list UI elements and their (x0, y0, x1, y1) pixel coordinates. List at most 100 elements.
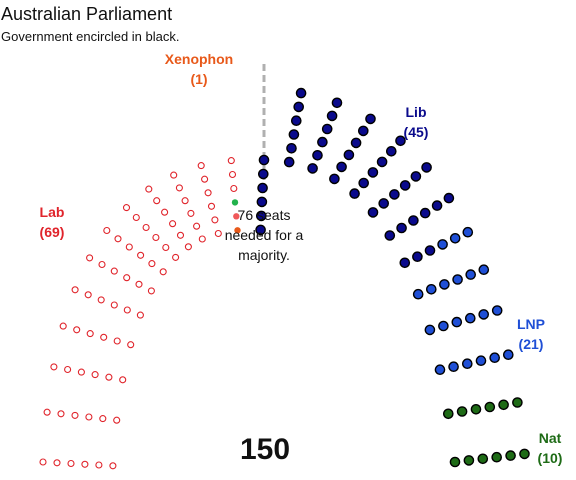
seat-lib (326, 110, 338, 122)
seat-lab (123, 306, 131, 314)
seat-lab (67, 459, 75, 468)
seat-lnp (478, 264, 490, 276)
party-seats-xenophon: (1) (190, 71, 208, 87)
seat-nat (519, 448, 530, 460)
party-seats-lab: (69) (39, 224, 65, 240)
seat-nat (442, 408, 454, 420)
seat-lab (95, 461, 103, 469)
seat-lab (198, 235, 206, 243)
seat-lib (312, 149, 323, 161)
chart-title: Australian Parliament (1, 4, 173, 24)
seat-lib (286, 142, 297, 154)
seat-green (231, 199, 239, 206)
seat-lab (169, 220, 177, 228)
seat-nat (505, 450, 516, 461)
seat-lab (64, 365, 72, 374)
seat-lab (137, 251, 145, 259)
seat-lab (181, 197, 189, 205)
seat-lnp (475, 355, 487, 367)
seat-lab (184, 243, 192, 251)
seat-nat (463, 455, 475, 466)
seat-lab (147, 287, 155, 295)
seat-lib (357, 125, 369, 137)
seat-lib (376, 156, 388, 168)
seat-lib (431, 200, 443, 211)
seat-lib (396, 222, 407, 234)
seat-lib (255, 224, 266, 236)
seat-lab (57, 410, 65, 418)
seat-lab (175, 184, 183, 192)
party-label-lab: Lab (69) (32, 202, 72, 242)
seat-lnp (502, 349, 514, 361)
seat-lib (367, 167, 379, 178)
seat-lnp (489, 352, 501, 364)
seat-lab (119, 376, 127, 384)
seat-lab (161, 208, 169, 216)
seat-lnp (449, 232, 461, 244)
seat-lib (317, 136, 328, 148)
seat-lnp (451, 316, 463, 328)
seat-lab (162, 243, 170, 252)
party-name-xenophon: Xenophon (164, 51, 234, 67)
seat-lab (99, 415, 107, 423)
seat-lib (358, 177, 370, 189)
seat-lib (410, 171, 422, 182)
seat-lab (211, 216, 219, 224)
seat-lib (331, 97, 343, 109)
seat-lib (336, 161, 347, 173)
seat-lab (214, 229, 222, 238)
seat-lnp (452, 274, 463, 285)
seat-lab (59, 322, 67, 330)
seat-lab (114, 235, 122, 243)
seat-nat (484, 401, 496, 413)
seat-lab (53, 459, 61, 467)
seat-lab (71, 411, 79, 419)
seat-lab (43, 408, 51, 416)
seat-lab (197, 162, 205, 170)
seat-lnp (464, 312, 476, 324)
seat-lib (408, 215, 419, 226)
seat-lab (153, 197, 161, 205)
seat-lab (172, 253, 180, 261)
seat-lnp (448, 361, 459, 373)
seat-nat (491, 451, 503, 463)
seat-lab (193, 222, 201, 230)
seat-lib (395, 135, 406, 147)
seat-lab (97, 296, 105, 304)
seat-lab (103, 226, 111, 235)
party-seats-nat: (10) (537, 450, 563, 466)
seat-lab (132, 213, 140, 222)
seat-lnp (465, 269, 477, 280)
chart-subtitle: Government encircled in black. (1, 29, 180, 44)
seat-lab (145, 185, 153, 193)
party-seats-lib: (45) (403, 124, 429, 140)
seat-lib (283, 156, 295, 168)
party-name-lnp: LNP (517, 316, 545, 332)
seat-lab (201, 175, 209, 183)
seat-lab (187, 209, 195, 217)
party-label-lib: Lib (45) (396, 102, 436, 142)
seat-lab (85, 413, 93, 421)
seat-lab (228, 170, 237, 179)
seat-lab (159, 268, 167, 276)
seat-lab (148, 260, 156, 268)
seat-lib (257, 168, 269, 180)
seat-lab (230, 184, 238, 193)
seat-lab (113, 416, 121, 424)
seat-lib (255, 210, 267, 222)
seat-lib (443, 192, 455, 204)
seat-lib (412, 251, 423, 263)
seat-lib (329, 173, 340, 185)
seat-lnp (437, 239, 448, 250)
seat-lab (39, 458, 47, 466)
seat-lnp (434, 364, 446, 376)
seat-lnp (424, 324, 436, 336)
seat-lab (81, 460, 89, 468)
seat-lab (135, 280, 143, 288)
seat-lab (86, 330, 94, 338)
seat-lab (73, 326, 81, 334)
seat-lib (257, 182, 268, 194)
seat-lab (100, 333, 108, 341)
seat-lib (349, 188, 360, 199)
party-label-nat: Nat (10) (530, 428, 570, 468)
